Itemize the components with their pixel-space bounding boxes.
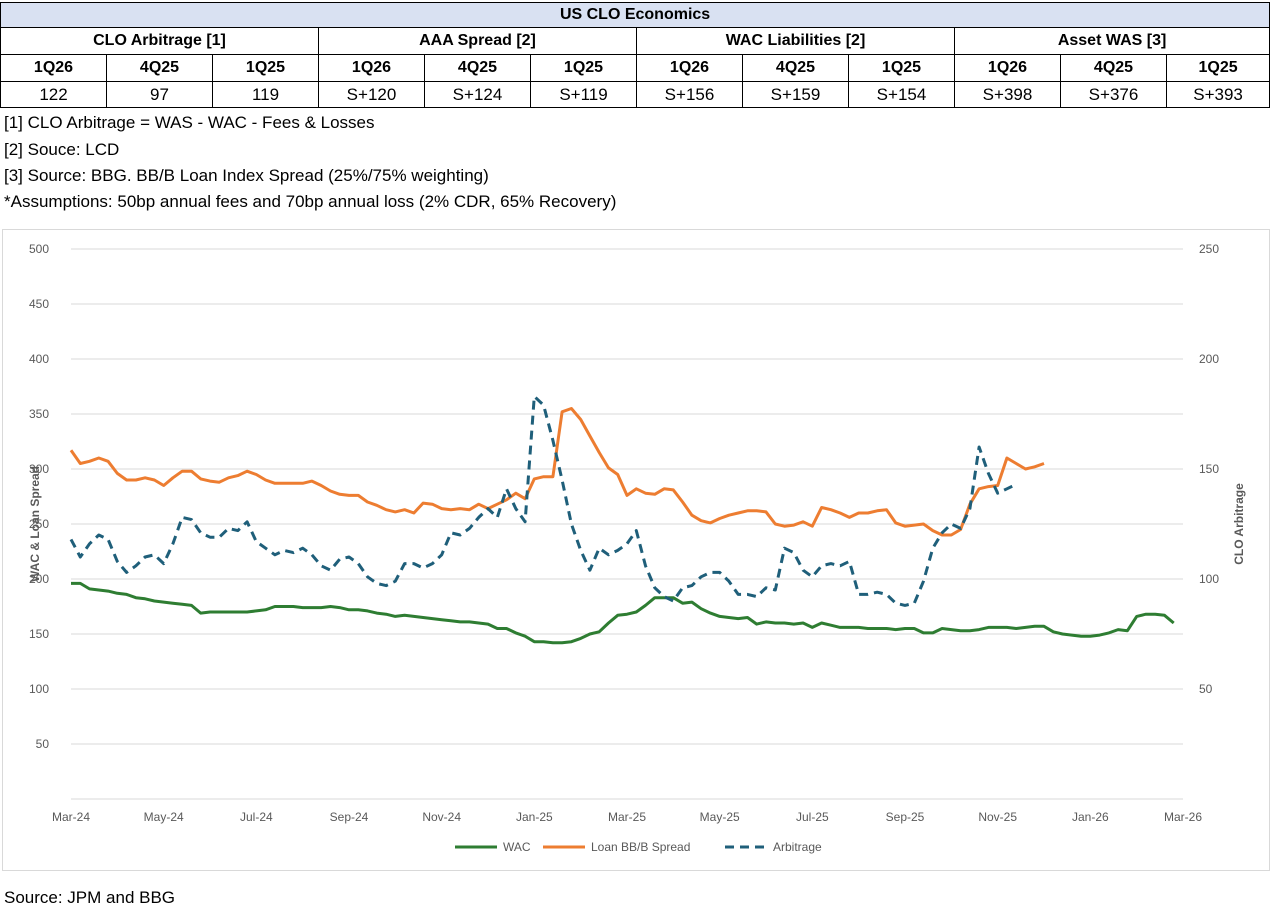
group-header: CLO Arbitrage [1] — [0, 27, 319, 55]
y-tick-label: 100 — [29, 682, 49, 696]
clo-economics-table: US CLO Economics CLO Arbitrage [1] AAA Sp… — [0, 2, 1271, 108]
assumptions-note: *Assumptions: 50bp annual fees and 70bp … — [4, 192, 617, 211]
value-cell: S+154 — [848, 81, 955, 108]
legend-label: Loan BB/B Spread — [591, 840, 690, 854]
x-tick-label: Jul-24 — [240, 810, 273, 824]
y2-tick-label: 50 — [1199, 682, 1213, 696]
y-tick-label: 500 — [29, 242, 49, 256]
x-tick-label: Nov-24 — [422, 810, 461, 824]
x-tick-label: Jul-25 — [796, 810, 829, 824]
x-tick-label: Jan-25 — [516, 810, 553, 824]
value-cell: S+398 — [954, 81, 1061, 108]
y2-axis-title: CLO Arbitrage — [1232, 483, 1246, 565]
x-tick-label: Sep-24 — [330, 810, 369, 824]
table-title: US CLO Economics — [0, 2, 1271, 28]
y2-tick-label: 150 — [1199, 462, 1219, 476]
x-tick-label: May-24 — [144, 810, 184, 824]
quarter-header: 1Q26 — [954, 54, 1061, 82]
value-cell: S+376 — [1060, 81, 1167, 108]
x-tick-label: Mar-25 — [608, 810, 646, 824]
legend-label: Arbitrage — [773, 840, 822, 854]
quarter-header: 1Q26 — [318, 54, 425, 82]
x-tick-label: Nov-25 — [978, 810, 1017, 824]
value-cell: S+156 — [636, 81, 743, 108]
quarter-header: 4Q25 — [742, 54, 849, 82]
quarter-header: 1Q25 — [848, 54, 955, 82]
value-cell: S+393 — [1165, 81, 1271, 108]
source-note: Source: JPM and BBG — [4, 888, 176, 907]
group-header: Asset WAS [3] — [953, 27, 1271, 55]
quarter-header: 4Q25 — [106, 54, 213, 82]
y-axis-title: WAC & Loan Spread — [28, 466, 42, 582]
value-cell: 122 — [0, 81, 107, 108]
y-tick-label: 300 — [29, 462, 49, 476]
quarter-header: 1Q25 — [1165, 54, 1271, 82]
y-tick-label: 250 — [29, 517, 49, 531]
value-cell: S+120 — [318, 81, 425, 108]
y-tick-label: 350 — [29, 407, 49, 421]
value-cell: 97 — [106, 81, 213, 108]
loan-bb-b-spread-line — [69, 407, 1045, 537]
value-cell: 119 — [212, 81, 319, 108]
chart-area: 50 100 150 200 250 300 350 400 450 500 50 100 150 200… — [2, 229, 1270, 871]
quarter-header: 4Q25 — [424, 54, 531, 82]
wac-line — [71, 581, 1175, 645]
y-tick-label: 400 — [29, 352, 49, 366]
quarter-header: 1Q25 — [212, 54, 319, 82]
footnote-2: [2] Souce: LCD — [4, 140, 120, 159]
y-tick-label: 450 — [29, 297, 49, 311]
legend-label: WAC — [503, 840, 531, 854]
x-tick-label: May-25 — [700, 810, 740, 824]
group-header: WAC Liabilities [2] — [636, 27, 955, 55]
x-tick-label: Sep-25 — [886, 810, 925, 824]
quarter-header: 1Q26 — [0, 54, 107, 82]
value-cell: S+159 — [742, 81, 849, 108]
y2-tick-label: 250 — [1199, 242, 1219, 256]
x-tick-label: Jan-26 — [1072, 810, 1109, 824]
quarter-header: 1Q26 — [636, 54, 743, 82]
x-tick-label: Mar-24 — [52, 810, 90, 824]
group-header: AAA Spread [2] — [318, 27, 637, 55]
value-cell: S+119 — [530, 81, 637, 108]
quarter-header: 4Q25 — [1060, 54, 1167, 82]
y-tick-label: 200 — [29, 572, 49, 586]
value-cell: S+124 — [424, 81, 531, 108]
clo-chart: 50 100 150 200 250 300 350 400 450 500 50 100 150 200… — [28, 242, 1246, 854]
x-tick-label: Mar-26 — [1164, 810, 1202, 824]
y-tick-label: 50 — [36, 737, 50, 751]
footnote-1: [1] CLO Arbitrage = WAS - WAC - Fees & L… — [4, 113, 375, 132]
y2-tick-label: 200 — [1199, 352, 1219, 366]
arbitrage-line — [69, 394, 1017, 607]
footnote-3: [3] Source: BBG. BB/B Loan Index Spread … — [4, 166, 489, 185]
y2-tick-label: 100 — [1199, 572, 1219, 586]
quarter-header: 1Q25 — [530, 54, 637, 82]
y-tick-label: 150 — [29, 627, 49, 641]
